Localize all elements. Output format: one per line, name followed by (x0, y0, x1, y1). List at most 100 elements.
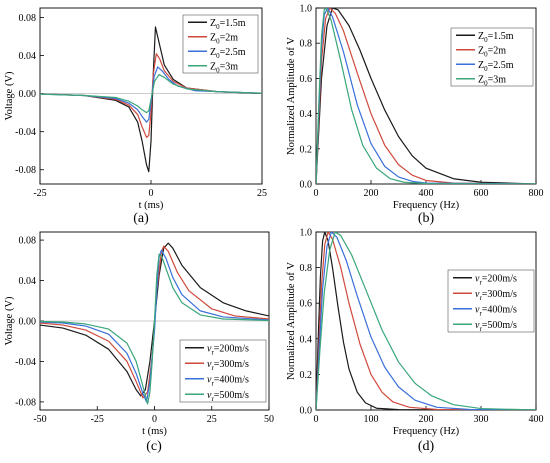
x-tick-label: -25 (91, 414, 104, 425)
x-tick-label: 25 (207, 414, 217, 425)
y-tick-label: 0.6 (300, 74, 313, 85)
legend-rest: =2.5m (220, 47, 246, 58)
x-tick-label: 0 (149, 188, 154, 199)
legend-rest: =500m/s (214, 390, 249, 401)
legend-entry-1: vr=200m/s (207, 343, 249, 356)
legend-main: v (207, 390, 212, 401)
y-tick-label: 0.2 (300, 144, 313, 155)
series-line-3 (316, 8, 536, 184)
legend-sub: 0 (484, 50, 488, 58)
series-line-1 (316, 8, 536, 184)
legend-entry-4: Z0=3m (210, 61, 238, 74)
legend-box (182, 14, 259, 74)
legend-sub: 0 (216, 37, 220, 45)
y-tick-label: 0.0 (300, 180, 313, 191)
panel-label: (d) (418, 439, 435, 454)
legend-main: Z (210, 61, 216, 72)
legend-main: v (207, 374, 212, 385)
legend-entry-2: Z0=2m (210, 32, 238, 45)
legend-entry-4: vr=500m/s (207, 390, 249, 403)
legend-main: Z (210, 18, 216, 29)
legend-box (179, 339, 267, 403)
legend: vr=200m/s vr=300m/s v r =400m/s vr=500m/s (447, 269, 535, 333)
legend-main: Z (478, 74, 484, 85)
series-line-1 (40, 26, 262, 173)
legend-entry-3: Z0=2.5m (478, 60, 514, 73)
legend-main: Z (478, 60, 484, 71)
x-tick-label: 400 (419, 188, 434, 199)
legend-sub: 0 (484, 65, 488, 73)
legend-rest: =2m (488, 45, 507, 56)
y-tick-label: 0.2 (300, 370, 313, 381)
y-tick-label: -0.04 (15, 357, 36, 368)
legend-rest: =3m (220, 61, 239, 72)
y-tick-label: 0.04 (19, 276, 37, 287)
y-axis-label: Normalized Amplitude of V (286, 37, 297, 155)
x-tick-label: -50 (33, 414, 46, 425)
x-tick-label: 200 (419, 414, 434, 425)
legend-rest: =2.5m (488, 60, 514, 71)
x-tick-label: 0 (152, 414, 157, 425)
legend-sub: r (479, 325, 482, 333)
panel-label: (b) (418, 211, 435, 226)
legend-entry-1: Z0=1.5m (210, 18, 246, 31)
y-tick-label: 0.00 (19, 317, 37, 328)
legend: vr=200m/svr=300m/svr=400m/svr=500m/s (179, 339, 267, 403)
legend-entry-1: Z0=1.5m (478, 31, 514, 44)
series-line-2 (40, 53, 262, 138)
x-tick-label: 100 (364, 414, 379, 425)
y-tick-label: -0.08 (15, 397, 36, 408)
y-axis-label: Voltage (V) (4, 296, 15, 346)
x-tick-label: 800 (529, 188, 544, 199)
legend-entry-1: vr=200m/s (475, 273, 517, 286)
x-tick-label: -25 (33, 188, 46, 199)
legend-main: v (475, 304, 480, 315)
legend-main: v (207, 343, 212, 354)
x-tick-label: 0 (314, 414, 319, 425)
x-tick-label: 600 (474, 188, 489, 199)
legend-rest: =500m/s (482, 320, 517, 331)
y-axis-label: Voltage (V) (4, 71, 15, 121)
legend-sub: r (211, 348, 214, 356)
y-tick-label: 0.0 (300, 406, 313, 417)
legend-sub: r (211, 395, 214, 403)
legend-main: Z (210, 47, 216, 58)
legend-sub: 0 (484, 79, 488, 87)
series-line-2 (316, 232, 536, 410)
y-tick-label: -0.04 (15, 127, 36, 138)
series-line-1 (316, 232, 536, 410)
legend-main: Z (478, 31, 484, 42)
legend-entry-2: vr=300m/s (475, 289, 517, 302)
y-tick-label: 0.04 (19, 51, 37, 62)
panel-d: 0 100 200 300 400 0.0 0.2 0.4 0.6 0.8 1.0 Frequency… (286, 228, 544, 455)
y-tick-label: 0.8 (300, 39, 313, 50)
y-tick-label: 0.00 (19, 89, 37, 100)
y-tick-label: 0.4 (300, 334, 313, 345)
x-axis-label: Frequency (Hz) (393, 426, 460, 437)
y-tick-label: 1.0 (300, 4, 313, 15)
legend-entry-3: Z0=2.5m (210, 47, 246, 60)
x-axis-label: Frequency (Hz) (393, 200, 460, 211)
legend-main: Z (478, 45, 484, 56)
legend-rest: =300m/s (214, 359, 249, 370)
y-tick-label: 0.08 (19, 236, 37, 247)
x-tick-label: 25 (257, 188, 267, 199)
legend-rest: =400m/s (482, 304, 517, 315)
legend-rest: =3m (488, 74, 507, 85)
legend-entry-2: Z0=2m (478, 45, 506, 58)
x-axis-label: t (ms) (139, 200, 164, 211)
y-tick-label: 0.6 (300, 299, 313, 310)
x-axis-label: t (ms) (142, 426, 167, 437)
legend-rest: =300m/s (482, 289, 517, 300)
legend-sub: r (211, 379, 214, 387)
legend-entry-4: vr=500m/s (475, 320, 517, 333)
legend-box (447, 269, 535, 333)
y-tick-label: 0.4 (300, 109, 313, 120)
series-line-4 (316, 232, 536, 410)
series-line-4 (40, 253, 269, 405)
legend-sub: 0 (216, 66, 220, 74)
legend-main: v (475, 273, 480, 284)
